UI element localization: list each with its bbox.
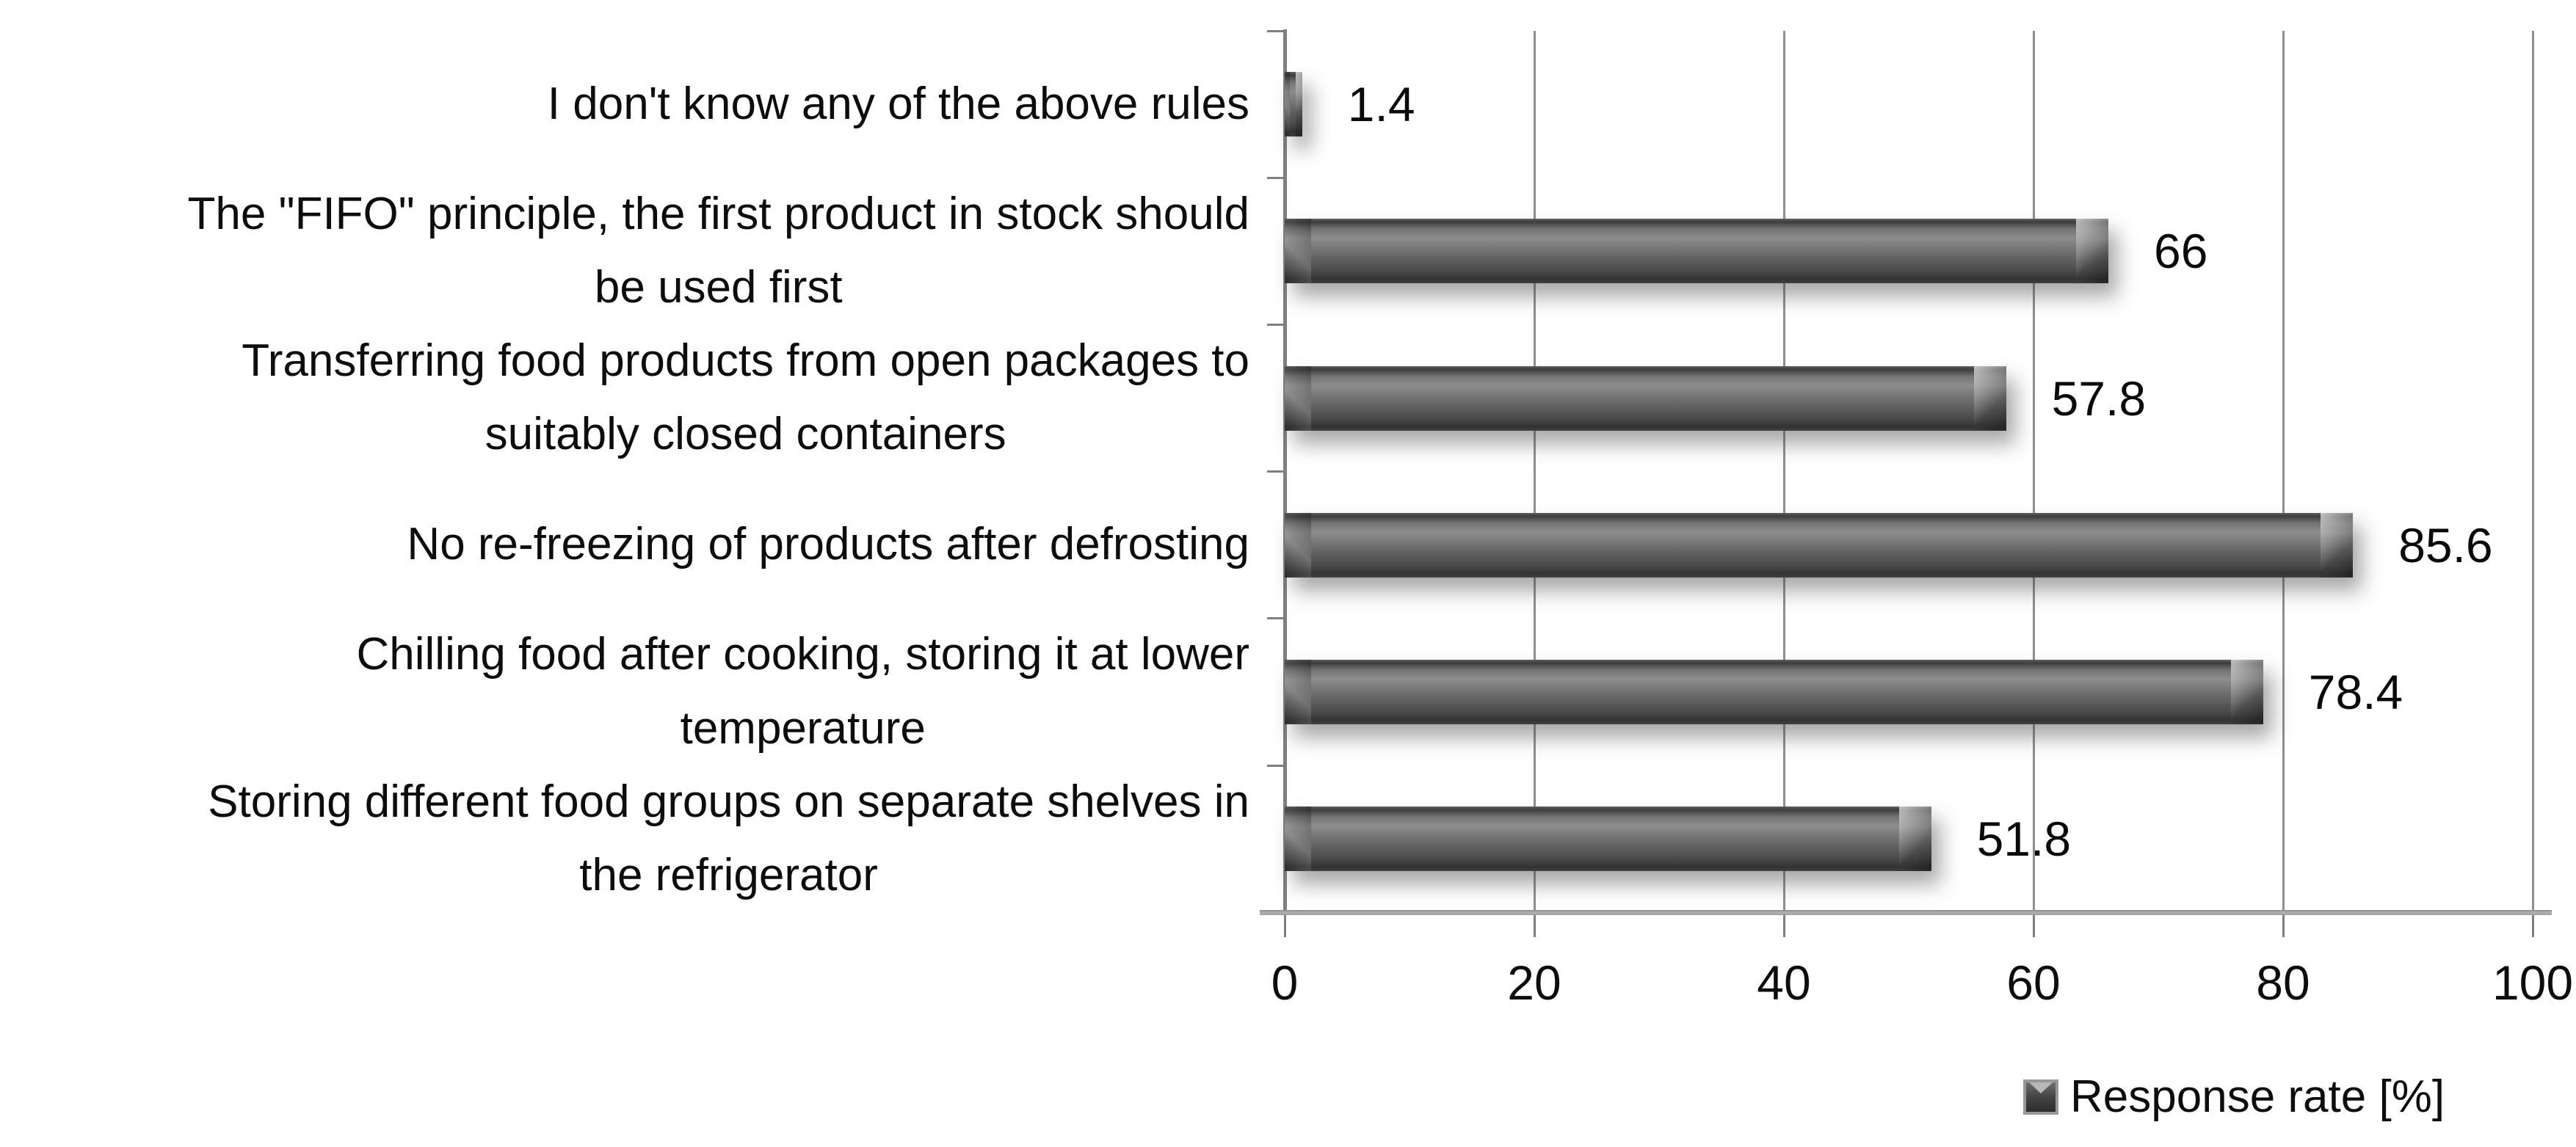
category-label: Chilling food after cooking, storing it … <box>0 619 1249 765</box>
x-axis-tick-label: 60 <box>2006 955 2061 1010</box>
y-axis-tick <box>1267 323 1285 326</box>
x-axis-tick <box>1283 915 1286 937</box>
category-label: Storing different food groups on separat… <box>0 765 1249 912</box>
x-axis-tick <box>1782 915 1785 937</box>
legend-series-marker-icon <box>2023 1079 2058 1115</box>
y-axis-tick <box>1267 617 1285 620</box>
category-label-text: The "FIFO" principle, the first product … <box>187 188 1250 313</box>
gridline <box>1782 31 1785 912</box>
y-axis-tick <box>1267 176 1285 179</box>
value-label: 85.6 <box>2398 517 2493 572</box>
legend-label: Response rate [%] <box>2070 1071 2445 1122</box>
bar <box>1285 219 2108 284</box>
x-axis-tick-label: 0 <box>1271 955 1299 1010</box>
x-axis-tick-label: 80 <box>2256 955 2310 1010</box>
value-label: 66 <box>2154 224 2208 279</box>
gridline <box>2032 31 2035 912</box>
x-axis-tick <box>1533 915 1536 937</box>
y-axis-tick <box>1267 470 1285 473</box>
bar <box>1285 72 1302 137</box>
y-axis-tick <box>1267 29 1285 32</box>
category-label-text: I don't know any of the above rules <box>547 78 1249 129</box>
category-label: I don't know any of the above rules <box>0 31 1249 178</box>
category-label: No re-freezing of products after defrost… <box>0 472 1249 619</box>
x-axis-tick-label: 20 <box>1507 955 1561 1010</box>
x-axis-tick-label: 40 <box>1757 955 1811 1010</box>
bar <box>1285 365 2006 431</box>
category-label-text: Transferring food products from open pac… <box>242 335 1249 460</box>
y-axis-line <box>1283 29 1287 914</box>
x-axis-tick <box>2531 915 2534 937</box>
x-axis-tick <box>2282 915 2285 937</box>
gridline <box>2282 31 2285 912</box>
gridline <box>1533 31 1536 912</box>
value-label: 78.4 <box>2308 664 2403 719</box>
gridline <box>2531 31 2534 912</box>
legend: Response rate [%] <box>2023 1074 2445 1120</box>
bar <box>1285 659 2263 724</box>
value-label: 1.4 <box>1347 77 1415 132</box>
value-label: 57.8 <box>2051 371 2147 426</box>
category-label: Transferring food products from open pac… <box>0 324 1249 471</box>
category-label-text: Storing different food groups on separat… <box>208 776 1249 901</box>
value-label: 51.8 <box>1976 812 2072 867</box>
category-label-text: Chilling food after cooking, storing it … <box>356 629 1249 754</box>
category-label: The "FIFO" principle, the first product … <box>0 178 1250 324</box>
category-label-text: No re-freezing of products after defrost… <box>407 519 1249 570</box>
x-axis-line <box>1260 910 2552 915</box>
x-axis-tick <box>2032 915 2035 937</box>
bar <box>1285 806 1931 872</box>
bar <box>1285 512 2354 578</box>
x-axis-tick-label: 100 <box>2492 955 2574 1010</box>
y-axis-tick <box>1267 764 1285 767</box>
